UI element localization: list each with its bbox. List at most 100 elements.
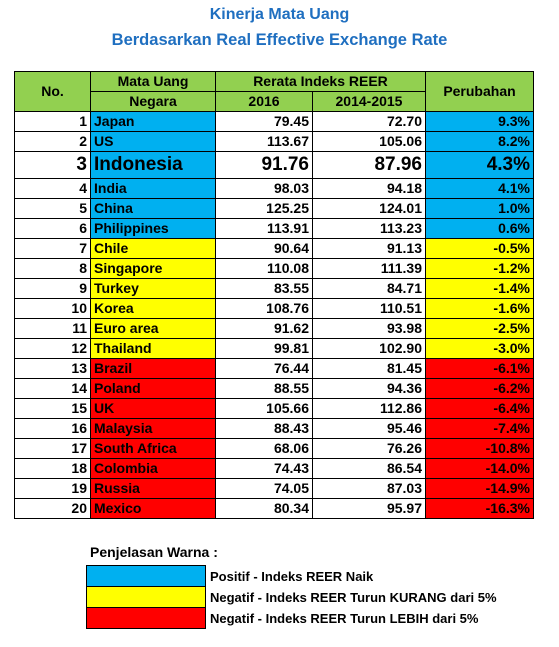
row-number: 10	[14, 298, 91, 319]
reer-2014-2015: 94.18	[312, 178, 426, 199]
header-2016: 2016	[215, 91, 313, 112]
header-no: No.	[14, 71, 91, 112]
country-name: Turkey	[90, 278, 216, 299]
header-rerata: Rerata Indeks REER	[215, 71, 426, 92]
reer-2016: 98.03	[215, 178, 313, 199]
table-row: 15 UK 105.66 112.86 -6.4%	[14, 398, 534, 419]
row-number: 15	[14, 398, 91, 419]
reer-2016: 91.62	[215, 318, 313, 339]
change-percent: -3.0%	[425, 338, 534, 359]
reer-2014-2015: 84.71	[312, 278, 426, 299]
table-row: 16 Malaysia 88.43 95.46 -7.4%	[14, 418, 534, 439]
reer-2014-2015: 93.98	[312, 318, 426, 339]
table-row: 18 Colombia 74.43 86.54 -14.0%	[14, 458, 534, 479]
change-percent: -6.1%	[425, 358, 534, 379]
change-percent: -1.6%	[425, 298, 534, 319]
row-number: 4	[14, 178, 91, 199]
legend-text: Negatif - Indeks REER Turun LEBIH dari 5…	[210, 610, 479, 626]
reer-2014-2015: 105.06	[312, 131, 426, 152]
reer-2016: 88.43	[215, 418, 313, 439]
reer-2014-2015: 113.23	[312, 218, 426, 239]
change-percent: -2.5%	[425, 318, 534, 339]
page-title: Kinerja Mata Uang	[209, 6, 350, 23]
row-number: 1	[14, 111, 91, 132]
row-number: 8	[14, 258, 91, 279]
reer-2014-2015: 72.70	[312, 111, 426, 132]
reer-2016: 105.66	[215, 398, 313, 419]
legend-title: Penjelasan Warna :	[90, 544, 218, 560]
reer-2014-2015: 110.51	[312, 298, 426, 319]
country-name: Chile	[90, 238, 216, 259]
change-percent: -1.2%	[425, 258, 534, 279]
change-percent: -7.4%	[425, 418, 534, 439]
legend-text: Negatif - Indeks REER Turun KURANG dari …	[210, 589, 497, 605]
legend-item: Negatif - Indeks REER Turun KURANG dari …	[86, 586, 502, 608]
change-percent: -16.3%	[425, 498, 534, 519]
row-number: 18	[14, 458, 91, 479]
table-row: 5 China 125.25 124.01 1.0%	[14, 198, 534, 219]
row-number: 14	[14, 378, 91, 399]
country-name: Mexico	[90, 498, 216, 519]
table-row: 1 Japan 79.45 72.70 9.3%	[14, 111, 534, 132]
reer-2014-2015: 86.54	[312, 458, 426, 479]
reer-2016: 110.08	[215, 258, 313, 279]
reer-2016: 113.67	[215, 131, 313, 152]
table-row: 8 Singapore 110.08 111.39 -1.2%	[14, 258, 534, 279]
legend-swatch	[86, 607, 206, 629]
country-name: Poland	[90, 378, 216, 399]
reer-2014-2015: 95.46	[312, 418, 426, 439]
country-name: Brazil	[90, 358, 216, 379]
table-row: 17 South Africa 68.06 76.26 -10.8%	[14, 438, 534, 459]
reer-2016: 99.81	[215, 338, 313, 359]
table-row: 13 Brazil 76.44 81.45 -6.1%	[14, 358, 534, 379]
reer-2014-2015: 87.03	[312, 478, 426, 499]
change-percent: 8.2%	[425, 131, 534, 152]
change-percent: -14.9%	[425, 478, 534, 499]
legend-item: Negatif - Indeks REER Turun LEBIH dari 5…	[86, 607, 502, 629]
reer-2014-2015: 95.97	[312, 498, 426, 519]
country-name: Japan	[90, 111, 216, 132]
row-number: 16	[14, 418, 91, 439]
country-name: Korea	[90, 298, 216, 319]
country-name: Russia	[90, 478, 216, 499]
table-row: 11 Euro area 91.62 93.98 -2.5%	[14, 318, 534, 339]
country-name: Indonesia	[90, 151, 216, 179]
reer-2016: 76.44	[215, 358, 313, 379]
table-row: 2 US 113.67 105.06 8.2%	[14, 131, 534, 152]
table-row: 3 Indonesia 91.76 87.96 4.3%	[14, 151, 534, 179]
row-number: 3	[14, 151, 91, 179]
reer-2016: 88.55	[215, 378, 313, 399]
table-row: 12 Thailand 99.81 102.90 -3.0%	[14, 338, 534, 359]
reer-2014-2015: 76.26	[312, 438, 426, 459]
change-percent: -0.5%	[425, 238, 534, 259]
table-row: 4 India 98.03 94.18 4.1%	[14, 178, 534, 199]
header-perubahan: Perubahan	[425, 71, 534, 112]
reer-2014-2015: 112.86	[312, 398, 426, 419]
country-name: Malaysia	[90, 418, 216, 439]
country-name: India	[90, 178, 216, 199]
table-row: 14 Poland 88.55 94.36 -6.2%	[14, 378, 534, 399]
table-row: 9 Turkey 83.55 84.71 -1.4%	[14, 278, 534, 299]
legend-text: Positif - Indeks REER Naik	[210, 568, 374, 584]
reer-2016: 113.91	[215, 218, 313, 239]
country-name: China	[90, 198, 216, 219]
legend-item: Positif - Indeks REER Naik	[86, 565, 502, 587]
change-percent: -6.4%	[425, 398, 534, 419]
country-name: South Africa	[90, 438, 216, 459]
reer-2014-2015: 94.36	[312, 378, 426, 399]
country-name: Philippines	[90, 218, 216, 239]
row-number: 11	[14, 318, 91, 339]
legend-swatch	[86, 565, 206, 587]
header-negara: Negara	[90, 91, 216, 112]
country-name: Thailand	[90, 338, 216, 359]
reer-2014-2015: 102.90	[312, 338, 426, 359]
reer-2014-2015: 87.96	[312, 151, 426, 179]
reer-2016: 74.05	[215, 478, 313, 499]
row-number: 19	[14, 478, 91, 499]
country-name: Singapore	[90, 258, 216, 279]
reer-2016: 80.34	[215, 498, 313, 519]
change-percent: 4.3%	[425, 151, 534, 179]
country-name: Euro area	[90, 318, 216, 339]
color-legend: Positif - Indeks REER Naik Negatif - Inde…	[86, 565, 502, 629]
reer-2016: 74.43	[215, 458, 313, 479]
